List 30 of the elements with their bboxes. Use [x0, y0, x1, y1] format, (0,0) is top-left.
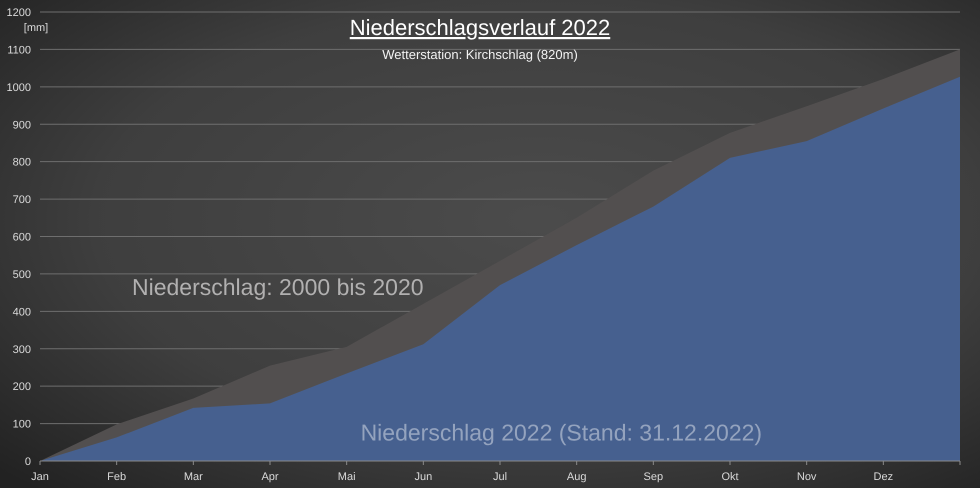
x-tick-label: Mai	[338, 471, 356, 483]
x-tick-label: Mar	[184, 471, 204, 483]
y-tick-label: 200	[12, 381, 31, 394]
y-tick-label: 600	[12, 232, 31, 244]
x-tick-label: Dez	[874, 471, 894, 483]
y-tick-label: 300	[12, 344, 31, 356]
y-tick-label: 500	[12, 268, 31, 281]
y-tick-label: 1200	[6, 7, 31, 19]
x-tick-label: Jul	[492, 471, 508, 483]
y-tick-label: 1000	[6, 82, 31, 94]
y-tick-label: 700	[12, 194, 31, 206]
x-tick-label: Feb	[107, 471, 126, 483]
y-tick-label: 400	[12, 306, 31, 318]
y-tick-label: 0	[24, 456, 31, 468]
x-tick-label: Nov	[796, 471, 817, 483]
series-label: Niederschlag: 2000 bis 2020	[132, 274, 424, 300]
x-tick-label: Aug	[566, 471, 586, 483]
text: Wetterstation: Kirchschlag (820m)	[382, 47, 578, 62]
y-tick-label: 900	[12, 119, 31, 132]
y-axis-title: [mm]	[24, 22, 48, 34]
x-tick-label: Jan	[31, 471, 49, 483]
x-tick-label: Apr	[261, 471, 279, 483]
y-tick-label: 100	[12, 418, 31, 431]
x-tick-label: Sep	[644, 471, 664, 483]
chart-title: Niederschlagsverlauf 2022	[350, 15, 610, 40]
x-tick-label: Jun	[414, 471, 432, 483]
y-tick-label: 800	[12, 156, 31, 169]
series-label: Niederschlag 2022 (Stand: 31.12.2022)	[360, 419, 762, 446]
y-tick-label: 1100	[7, 44, 31, 56]
x-tick-label: Okt	[721, 471, 739, 483]
